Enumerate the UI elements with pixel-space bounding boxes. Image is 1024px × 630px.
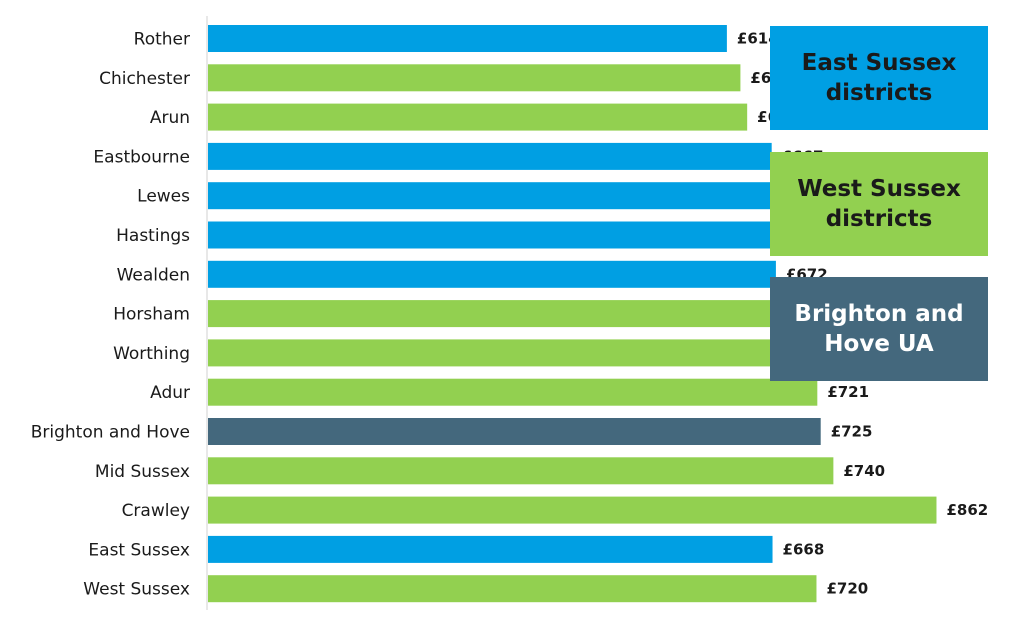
bars-group (208, 25, 937, 603)
category-label: Chichester (99, 69, 190, 89)
bar-adur (208, 378, 818, 406)
category-label: Wealden (117, 265, 190, 285)
bar-worthing (208, 339, 803, 367)
category-label: Worthing (113, 344, 190, 364)
category-label: Brighton and Hove (31, 423, 190, 443)
category-label: Horsham (113, 305, 190, 325)
legend-brighton-and-hove-label: Brighton and Hove UA (794, 301, 964, 357)
value-label: £721 (827, 383, 869, 401)
category-label: Eastbourne (93, 147, 190, 167)
bar-hastings (208, 221, 776, 249)
bar-chichester (208, 64, 741, 92)
bar-rother (208, 25, 727, 52)
value-label: £668 (783, 540, 825, 558)
legend-west-sussex: West Sussex districts (770, 152, 988, 256)
bar-west-sussex (208, 575, 817, 603)
legend-east-sussex-label: East Sussex districts (801, 50, 957, 106)
bar-wealden (208, 260, 776, 288)
bar-eastbourne (208, 142, 772, 170)
bar-lewes (208, 182, 775, 210)
value-label: £862 (946, 501, 988, 519)
legend-brighton-and-hove: Brighton and Hove UA (770, 277, 988, 381)
category-label: Lewes (137, 187, 190, 207)
legend-east-sussex: East Sussex districts (770, 26, 988, 130)
category-label: Mid Sussex (95, 462, 190, 482)
bar-east-sussex (208, 535, 773, 563)
value-label: £614 (737, 30, 779, 48)
legend-west-sussex-label: West Sussex districts (797, 176, 961, 232)
value-label: £725 (831, 423, 873, 441)
bar-brighton-and-hove (208, 418, 821, 445)
category-label: West Sussex (83, 580, 190, 600)
category-labels-group: Rother Chichester Arun Eastbourne Lewes Hasti… (31, 30, 190, 600)
value-label: £740 (843, 462, 885, 480)
category-label: Rother (134, 30, 190, 50)
bar-horsham (208, 300, 781, 328)
bar-crawley (208, 496, 937, 524)
category-label: Arun (150, 108, 190, 128)
bar-arun (208, 103, 748, 131)
category-label: Adur (150, 383, 190, 403)
category-label: East Sussex (88, 540, 190, 560)
category-label: Hastings (116, 226, 190, 246)
category-label: Crawley (122, 501, 190, 521)
value-label: £720 (826, 580, 868, 598)
bar-mid-sussex (208, 457, 834, 485)
